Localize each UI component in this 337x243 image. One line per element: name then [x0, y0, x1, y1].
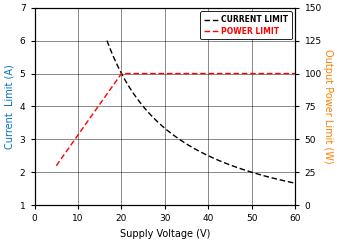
Y-axis label: Output Power Limit (W): Output Power Limit (W) [323, 49, 333, 164]
CURRENT LIMIT [207, 155, 211, 157]
Line: POWER LIMIT: POWER LIMIT [56, 74, 296, 166]
POWER LIMIT [54, 164, 58, 167]
POWER LIMIT [163, 72, 167, 75]
POWER LIMIT [264, 72, 268, 75]
POWER LIMIT [205, 72, 209, 75]
CURRENT LIMIT [195, 149, 200, 152]
Y-axis label: Current  Limit (A): Current Limit (A) [4, 64, 14, 149]
X-axis label: Supply Voltage (V): Supply Voltage (V) [120, 229, 210, 239]
POWER LIMIT [224, 72, 228, 75]
Line: CURRENT LIMIT: CURRENT LIMIT [107, 41, 296, 183]
POWER LIMIT [210, 72, 214, 75]
CURRENT LIMIT [259, 174, 264, 176]
POWER LIMIT [119, 72, 123, 75]
CURRENT LIMIT [105, 39, 109, 42]
CURRENT LIMIT [289, 181, 293, 184]
CURRENT LIMIT [294, 182, 298, 185]
Legend: CURRENT LIMIT, POWER LIMIT: CURRENT LIMIT, POWER LIMIT [200, 11, 292, 39]
POWER LIMIT [290, 72, 294, 75]
POWER LIMIT [294, 72, 298, 75]
CURRENT LIMIT [217, 159, 221, 162]
CURRENT LIMIT [194, 148, 198, 151]
